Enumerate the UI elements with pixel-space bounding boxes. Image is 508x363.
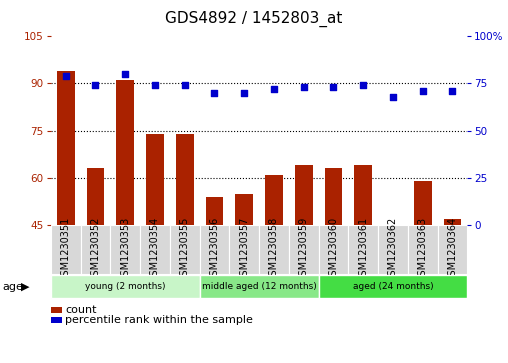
Point [91,82,100,88]
Bar [348,225,378,274]
Text: GSM1230361: GSM1230361 [358,217,368,282]
Text: GSM1230353: GSM1230353 [120,217,130,282]
Point [121,71,129,77]
Bar [443,219,461,225]
Point [419,88,427,94]
Bar [51,275,200,298]
Bar [170,225,200,274]
Text: ▶: ▶ [21,282,30,292]
Bar [176,134,194,225]
Text: GSM1230355: GSM1230355 [180,217,189,282]
Bar [235,193,253,225]
Bar [408,225,437,274]
Text: aged (24 months): aged (24 months) [353,282,433,291]
Text: GSM1230364: GSM1230364 [448,217,458,282]
Text: middle aged (12 months): middle aged (12 months) [202,282,316,291]
Bar [140,225,170,274]
Point [240,90,248,96]
Bar [265,175,283,225]
Point [181,82,189,88]
Bar [289,225,319,274]
Bar [354,165,372,225]
Point [210,90,218,96]
Bar [325,168,342,225]
Bar [200,225,229,274]
Text: GSM1230362: GSM1230362 [388,217,398,282]
Text: GSM1230363: GSM1230363 [418,217,428,282]
Text: GDS4892 / 1452803_at: GDS4892 / 1452803_at [165,11,343,27]
Point [359,82,367,88]
Text: GSM1230358: GSM1230358 [269,217,279,282]
Bar [200,275,319,298]
Bar [319,275,467,298]
Point [300,84,308,90]
Bar [86,168,104,225]
Point [61,73,70,79]
Text: GSM1230354: GSM1230354 [150,217,160,282]
Text: percentile rank within the sample: percentile rank within the sample [65,315,253,325]
Bar [110,225,140,274]
Bar [51,225,81,274]
Bar [259,225,289,274]
Text: GSM1230352: GSM1230352 [90,217,101,282]
Text: count: count [65,305,97,315]
Text: GSM1230357: GSM1230357 [239,217,249,282]
Text: GSM1230360: GSM1230360 [329,217,338,282]
Bar [206,197,224,225]
Text: age: age [3,282,23,292]
Text: young (2 months): young (2 months) [85,282,166,291]
Text: GSM1230356: GSM1230356 [209,217,219,282]
Point [270,86,278,92]
Bar [57,71,75,225]
Point [329,84,337,90]
Bar [378,225,408,274]
Bar [319,225,348,274]
Bar [229,225,259,274]
Point [151,82,159,88]
Text: GSM1230359: GSM1230359 [299,217,309,282]
Bar [295,165,312,225]
Bar [146,134,164,225]
Bar [437,225,467,274]
Bar [81,225,110,274]
Bar [414,181,432,225]
Bar [116,80,134,225]
Text: GSM1230351: GSM1230351 [60,217,71,282]
Point [389,94,397,99]
Point [449,88,457,94]
